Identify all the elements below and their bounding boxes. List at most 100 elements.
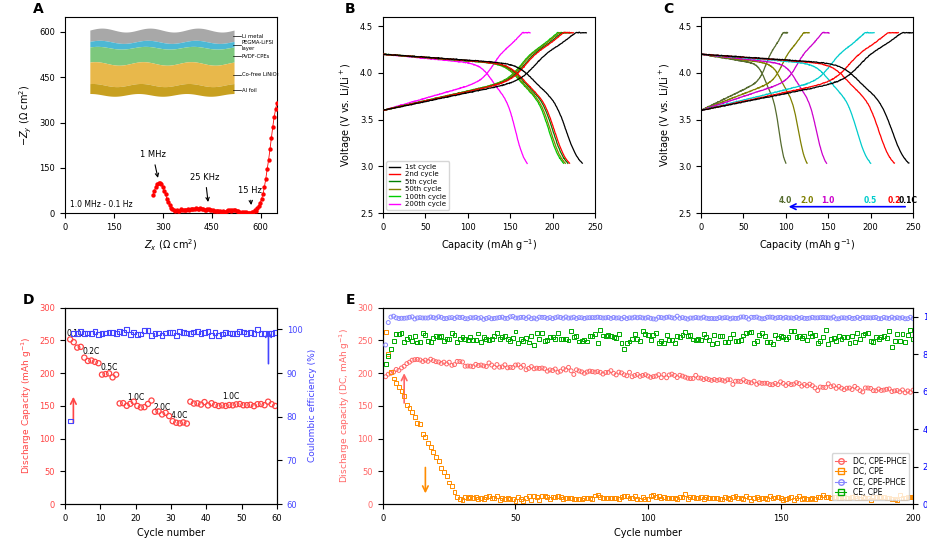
Point xyxy=(508,496,523,505)
Point xyxy=(572,494,587,503)
Point xyxy=(670,332,685,340)
Point xyxy=(877,493,892,502)
Point xyxy=(133,329,148,338)
Point xyxy=(206,206,221,215)
Point xyxy=(545,333,560,342)
Point xyxy=(156,182,171,191)
Point xyxy=(689,371,704,380)
Point xyxy=(612,494,627,503)
Point xyxy=(879,314,894,323)
Point xyxy=(388,314,403,323)
Point xyxy=(437,358,451,367)
Point xyxy=(744,327,759,336)
Point xyxy=(598,493,613,502)
Point xyxy=(699,314,714,323)
Point xyxy=(856,492,870,501)
Point xyxy=(887,336,902,345)
Point xyxy=(147,329,162,338)
Point xyxy=(542,313,557,322)
Point xyxy=(781,494,796,503)
Point xyxy=(686,374,701,383)
Point xyxy=(842,494,857,503)
Point xyxy=(476,494,491,503)
Point xyxy=(705,314,719,323)
Point xyxy=(683,314,698,323)
Point xyxy=(829,384,844,393)
Point xyxy=(218,328,233,337)
Point xyxy=(447,360,462,369)
Point xyxy=(105,373,120,382)
Point xyxy=(807,494,822,503)
Point xyxy=(254,400,269,409)
Point xyxy=(161,328,176,337)
Point xyxy=(749,312,764,321)
Point xyxy=(501,334,515,343)
Point xyxy=(452,313,467,322)
Text: 4.0C: 4.0C xyxy=(171,410,188,419)
Point xyxy=(424,312,438,321)
Point xyxy=(204,331,219,340)
Point xyxy=(215,330,230,339)
Point xyxy=(797,314,812,323)
Point xyxy=(210,207,224,216)
Point xyxy=(844,332,859,340)
Point xyxy=(807,330,822,339)
Point xyxy=(431,457,446,466)
X-axis label: Capacity (mAh g$^{-1}$): Capacity (mAh g$^{-1}$) xyxy=(759,237,856,253)
Point xyxy=(770,313,785,322)
Point xyxy=(381,370,396,379)
Point xyxy=(566,312,581,321)
Point xyxy=(415,357,430,366)
Point xyxy=(126,397,141,406)
Point xyxy=(789,333,804,342)
Point xyxy=(630,495,645,504)
Point xyxy=(897,314,912,323)
Point xyxy=(749,337,764,346)
Point xyxy=(471,314,486,323)
Point xyxy=(461,493,476,502)
Point xyxy=(810,493,825,502)
Point xyxy=(897,388,912,397)
Point xyxy=(768,314,782,323)
Point xyxy=(123,399,138,408)
Point xyxy=(172,207,187,216)
Point xyxy=(498,331,513,340)
Point xyxy=(726,493,741,502)
Point xyxy=(760,495,775,504)
Point xyxy=(180,329,195,338)
Point xyxy=(630,313,645,322)
Point xyxy=(746,338,761,347)
Y-axis label: Discharge Capacity (mAh g$^{-1}$): Discharge Capacity (mAh g$^{-1}$) xyxy=(19,337,33,474)
Point xyxy=(733,312,748,321)
Point xyxy=(819,325,833,334)
Point xyxy=(524,332,539,341)
Point xyxy=(387,312,401,321)
Point xyxy=(612,368,627,377)
Point xyxy=(141,399,156,408)
Point xyxy=(431,312,446,321)
Point xyxy=(832,332,846,341)
Point xyxy=(413,313,427,322)
Point xyxy=(112,327,127,336)
Point xyxy=(63,417,78,426)
Point xyxy=(564,314,578,323)
Point xyxy=(765,313,780,322)
Point xyxy=(455,357,470,366)
Point xyxy=(476,361,491,370)
Point xyxy=(630,335,645,344)
Point xyxy=(739,377,754,386)
Point xyxy=(179,205,194,214)
Text: 1.0: 1.0 xyxy=(821,196,835,205)
Point xyxy=(837,385,852,394)
Point xyxy=(476,332,491,341)
Point xyxy=(588,313,603,322)
Point xyxy=(123,330,138,339)
Point xyxy=(425,313,440,322)
Point xyxy=(474,493,489,502)
Point xyxy=(744,496,759,505)
Point xyxy=(161,412,176,421)
Point xyxy=(779,313,794,322)
Point xyxy=(147,407,162,416)
Point xyxy=(805,493,819,502)
Point xyxy=(585,332,600,340)
